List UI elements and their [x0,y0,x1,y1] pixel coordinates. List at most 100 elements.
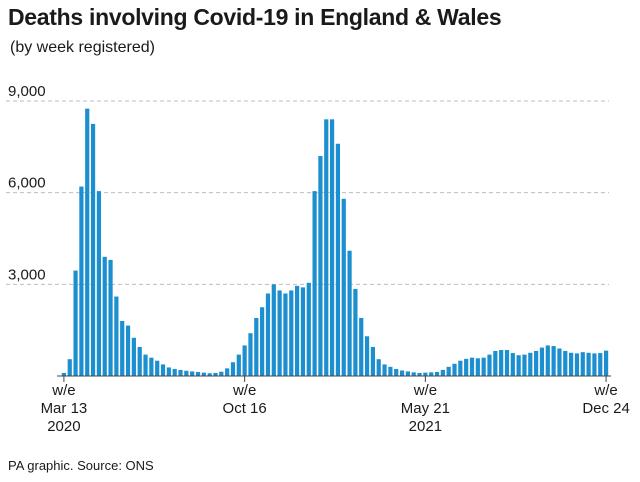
bar [289,290,294,376]
bar [254,317,259,376]
bar [166,367,171,376]
bar [382,364,387,376]
bar [207,373,212,376]
bar [114,296,119,376]
x-tick-label: Dec 24 [582,400,630,417]
bar [312,191,317,376]
source-note: PA graphic. Source: ONS [8,458,154,473]
bar [213,372,218,376]
bar [411,372,416,376]
y-tick-label: 3,000 [8,266,46,283]
bar [143,354,148,376]
bar [79,186,84,376]
bar [102,256,107,376]
chart-title: Deaths involving Covid-19 in England & W… [8,4,502,30]
bar [487,354,492,376]
bar [452,363,457,376]
bar [96,191,101,376]
bar [230,362,236,376]
bar [574,353,580,376]
bar [335,143,341,376]
bar [534,350,539,376]
bar [260,307,265,376]
bar [137,346,142,376]
bar [324,119,329,376]
bar [306,282,311,376]
y-tick-label: 6,000 [8,175,46,192]
bar [569,352,574,376]
bar [545,345,550,376]
x-tick-label: w/e [593,382,617,399]
bar [242,345,247,376]
bar [516,355,521,376]
bar [522,354,527,376]
bar [469,357,475,376]
bar [131,337,136,376]
x-tick-label: 2021 [409,418,442,435]
bar [551,346,556,376]
bar [195,372,201,376]
bar [155,360,160,376]
bar [446,366,451,376]
bar [300,287,306,376]
bar [364,336,370,376]
bar [370,346,375,376]
bar [318,156,323,376]
bar [277,290,282,376]
bar [120,321,125,376]
bar [440,369,445,376]
bar [481,357,486,376]
bar [598,353,603,376]
bar [236,354,241,376]
bar [172,368,177,376]
bar [184,370,189,376]
bar [528,352,533,376]
gridlines [6,100,609,285]
bar [295,285,300,376]
bar [592,353,597,376]
bar [190,371,195,376]
bar [359,317,364,376]
bar [405,371,410,376]
bar [429,372,434,376]
x-tick-label: Oct 16 [223,400,267,417]
bar [539,347,545,376]
bar [499,350,504,376]
bar [347,250,352,376]
bar [271,284,276,376]
bar [125,325,131,376]
bar [586,352,591,376]
x-tick-label: May 21 [401,400,450,417]
bar [160,364,166,376]
bar [434,372,440,376]
bar [353,288,358,376]
bar [557,348,562,376]
bar [108,259,113,376]
x-tick-label: w/e [232,382,256,399]
chart-subtitle: (by week registered) [10,39,155,56]
bar [603,350,609,376]
bar [563,350,568,376]
x-tick-label: Mar 13 [41,400,88,417]
bar [475,358,480,376]
bar [248,333,253,376]
x-tick-label: w/e [51,382,75,399]
bar [423,372,428,376]
bar [283,293,288,376]
bar [178,369,183,376]
bar [464,358,469,376]
bar [417,372,422,376]
bar [225,368,230,376]
bar [580,352,585,376]
bar [504,350,510,376]
y-axis-labels: 3,000 6,000 9,000 [8,83,46,283]
bar [399,370,405,376]
bar [67,359,72,376]
bar [61,372,67,376]
bar [201,372,206,376]
bar [394,368,399,376]
bar [376,359,381,376]
bar [341,198,346,376]
